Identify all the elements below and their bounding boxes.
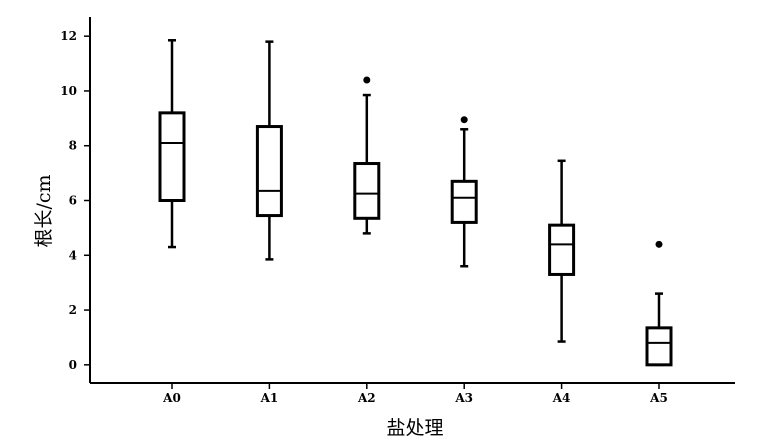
box-A1 [255, 40, 283, 261]
y-tick-label: 0 [69, 358, 77, 372]
y-axis-ticks: 0 2 4 6 8 10 12 [60, 29, 90, 372]
x-axis-ticks: A0 A1 A2 A3 A4 A5 [162, 383, 668, 405]
x-tick-label: A2 [357, 391, 376, 405]
outlier-point [363, 76, 371, 84]
iqr-box [645, 326, 673, 367]
box-A5 [645, 240, 673, 367]
box-A3 [450, 116, 478, 268]
x-axis-title: 盐处理 [386, 417, 443, 439]
y-tick-label: 12 [60, 29, 77, 43]
outlier-point [460, 116, 468, 124]
iqr-box [548, 223, 576, 276]
y-tick-label: 2 [69, 303, 77, 317]
x-tick-label: A0 [162, 391, 181, 405]
box-A2 [353, 76, 381, 235]
y-tick-label: 10 [60, 84, 77, 98]
y-tick-label: 6 [69, 194, 77, 208]
x-tick-label: A4 [552, 391, 571, 405]
y-tick-label: 4 [69, 248, 77, 262]
iqr-box [450, 179, 478, 224]
iqr-box [255, 125, 283, 218]
x-tick-label: A1 [260, 391, 279, 405]
y-tick-label: 8 [69, 139, 77, 153]
iqr-box [158, 111, 186, 202]
iqr-box [353, 162, 381, 220]
box-A0 [158, 39, 186, 249]
x-tick-label: A5 [649, 391, 668, 405]
y-axis-title: 根长/cm [33, 174, 55, 247]
x-tick-label: A3 [454, 391, 473, 405]
box-series [158, 39, 673, 367]
outlier-point [655, 240, 663, 248]
box-A4 [548, 159, 576, 343]
